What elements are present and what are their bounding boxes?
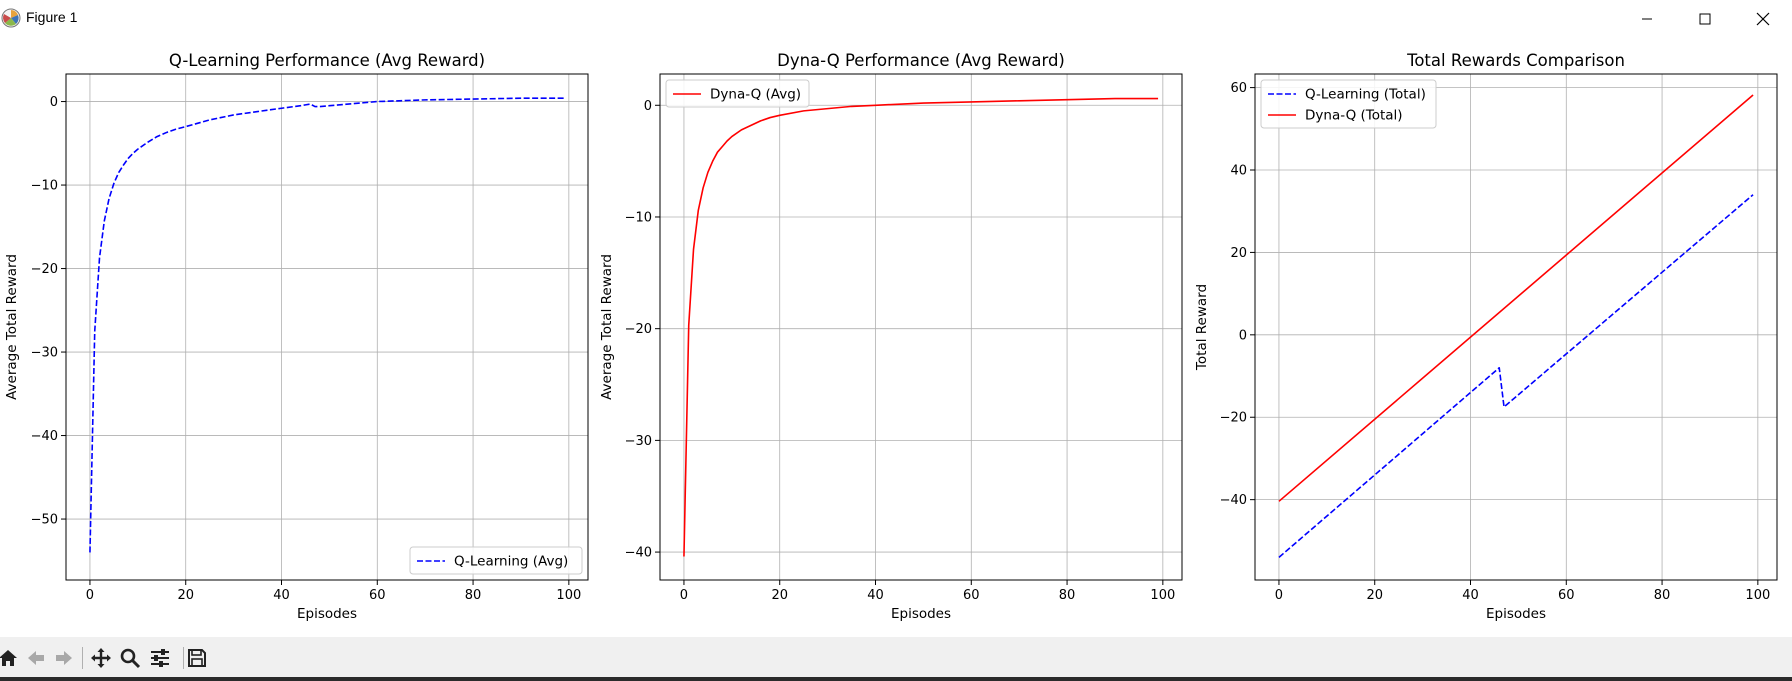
legend-box — [409, 546, 583, 575]
x-tick-label: 0 — [86, 588, 94, 603]
home-button[interactable] — [0, 645, 21, 671]
zoom-icon — [120, 648, 141, 669]
series-line-2 — [1278, 94, 1754, 502]
axes-frame — [659, 73, 1183, 581]
y-tick-label: 0 — [50, 95, 58, 110]
subplot-1: 0 20 40 60 80 100 0 −10 −20 −30 −40 −50 Q-Learning P… — [4, 51, 589, 622]
axes-frame — [1254, 73, 1778, 581]
chart-title: Q-Learning Performance (Avg Reward) — [169, 51, 485, 70]
close-button[interactable] — [1734, 0, 1792, 37]
legend-box — [665, 79, 810, 108]
legend-label: Q-Learning (Avg) — [454, 554, 568, 570]
pan-button[interactable] — [88, 645, 114, 671]
legend-label: Q-Learning (Total) — [1305, 87, 1426, 103]
y-tick-label: −50 — [31, 513, 58, 528]
legend-label: Dyna-Q (Total) — [1305, 108, 1403, 124]
maximize-button[interactable] — [1676, 0, 1734, 37]
y-tick-label: −40 — [1220, 493, 1247, 508]
y-tick-label: −40 — [625, 546, 652, 561]
x-tick-label: 40 — [273, 588, 290, 603]
x-axis-label: Episodes — [1486, 606, 1546, 622]
x-tick-label: 100 — [1745, 588, 1770, 603]
x-tick-label: 40 — [1462, 588, 1479, 603]
figure-svg: 0 20 40 60 80 100 0 −10 −20 −30 −40 −50 Q-Learning P… — [4, 51, 1778, 622]
y-tick-label: 0 — [644, 99, 652, 114]
x-axis-label: Episodes — [297, 606, 357, 622]
forward-arrow-icon — [56, 651, 72, 665]
home-icon — [0, 650, 17, 666]
window-title: Figure 1 — [26, 9, 78, 25]
x-axis-label: Episodes — [891, 606, 951, 622]
pan-icon — [91, 648, 111, 668]
x-tick-label: 0 — [680, 588, 688, 603]
matplotlib-app-icon — [1, 8, 21, 28]
forward-button[interactable] — [51, 645, 77, 671]
legend-label: Dyna-Q (Avg) — [710, 87, 801, 103]
legend: Dyna-Q (Avg) — [665, 79, 810, 108]
series-line-1 — [1278, 194, 1754, 558]
figure-canvas: 0 20 40 60 80 100 0 −10 −20 −30 −40 −50 Q-Learning P… — [0, 37, 1792, 637]
window-titlebar: Figure 1 — [0, 0, 1792, 37]
x-tick-label: 100 — [1150, 588, 1175, 603]
y-tick-label: −10 — [625, 210, 652, 225]
chart-title: Dyna-Q Performance (Avg Reward) — [777, 51, 1065, 70]
x-tick-label: 0 — [1275, 588, 1283, 603]
y-axis-label: Average Total Reward — [599, 254, 615, 400]
series-line-1 — [89, 97, 565, 553]
x-tick-label: 20 — [177, 588, 194, 603]
minimize-icon — [1642, 18, 1652, 19]
x-tick-label: 80 — [465, 588, 482, 603]
y-tick-label: −20 — [1220, 411, 1247, 426]
x-tick-label: 20 — [1366, 588, 1383, 603]
y-axis-label: Total Reward — [1194, 284, 1210, 371]
y-tick-label: 20 — [1230, 246, 1247, 261]
toolbar-separator — [183, 647, 184, 669]
configure-subplots-button[interactable] — [147, 645, 173, 671]
back-arrow-icon — [28, 651, 44, 665]
legend: Q-Learning (Avg) — [409, 546, 583, 575]
y-tick-label: 0 — [1239, 328, 1247, 343]
toolbar-separator — [82, 647, 83, 669]
chart-title: Total Rewards Comparison — [1406, 51, 1625, 70]
x-tick-label: 60 — [963, 588, 980, 603]
toolbar-bottom-edge — [0, 677, 1792, 681]
navigation-toolbar — [0, 637, 1792, 679]
x-tick-label: 100 — [556, 588, 581, 603]
close-icon — [1756, 12, 1770, 25]
y-tick-label: −10 — [31, 179, 58, 194]
maximize-icon — [1699, 13, 1711, 24]
x-tick-label: 80 — [1059, 588, 1076, 603]
subplot-3: 0 20 40 60 80 100 60 40 20 0 −20 −40 Total Rewards C… — [1194, 51, 1778, 622]
y-axis-label: Average Total Reward — [4, 254, 20, 400]
back-button[interactable] — [23, 645, 49, 671]
y-tick-label: −40 — [31, 429, 58, 444]
series-line-1 — [683, 97, 1159, 557]
axes-frame — [65, 73, 589, 581]
y-tick-label: −30 — [625, 434, 652, 449]
x-tick-label: 20 — [771, 588, 788, 603]
x-tick-label: 60 — [1558, 588, 1575, 603]
x-tick-label: 40 — [867, 588, 884, 603]
legend: Q-Learning (Total) Dyna-Q (Total) — [1260, 79, 1437, 129]
legend-box — [1260, 79, 1437, 129]
x-tick-label: 60 — [369, 588, 386, 603]
minimize-button[interactable] — [1618, 0, 1676, 37]
x-tick-label: 80 — [1654, 588, 1671, 603]
save-icon — [188, 649, 206, 667]
y-tick-label: 60 — [1230, 81, 1247, 96]
y-tick-label: −20 — [625, 322, 652, 337]
save-button[interactable] — [184, 645, 210, 671]
y-tick-label: 40 — [1230, 164, 1247, 179]
zoom-button[interactable] — [117, 645, 143, 671]
y-tick-label: −20 — [31, 262, 58, 277]
subplot-2: 0 20 40 60 80 100 0 −10 −20 −30 −40 Dyna-Q Performa… — [599, 51, 1183, 622]
y-tick-label: −30 — [31, 346, 58, 361]
configure-subplots-icon — [151, 649, 169, 667]
